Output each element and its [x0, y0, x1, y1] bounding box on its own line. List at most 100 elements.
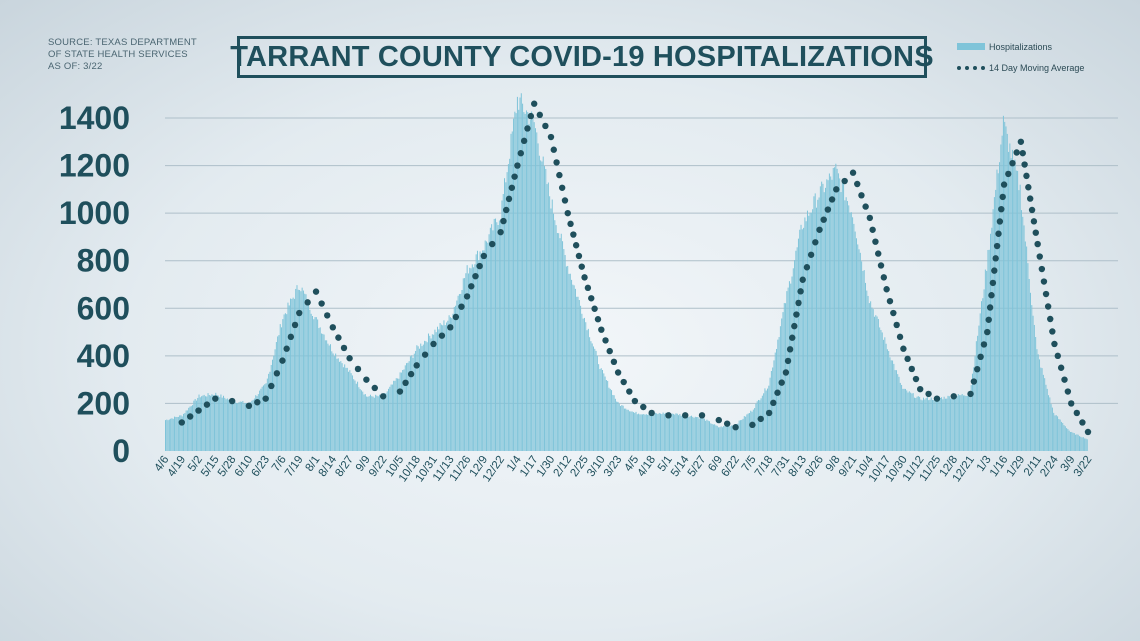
average-dot	[640, 403, 647, 411]
bar	[393, 380, 395, 451]
bar	[788, 281, 790, 451]
bar	[564, 255, 566, 451]
average-dot	[480, 252, 488, 260]
bar	[246, 403, 248, 451]
bar	[716, 425, 718, 451]
bar	[228, 399, 230, 451]
bar	[969, 394, 971, 451]
bar	[207, 393, 209, 451]
bar	[742, 418, 744, 451]
bar	[883, 339, 885, 451]
bar	[1045, 384, 1047, 451]
y-tick-0: 0	[112, 433, 130, 469]
bar	[1068, 430, 1070, 451]
average-dot	[1049, 328, 1056, 335]
average-dot	[1028, 206, 1036, 214]
average-dot	[472, 272, 479, 280]
x-tick-labels: 4/64/195/25/155/286/106/237/67/198/18/14…	[152, 453, 1094, 484]
bar	[408, 361, 410, 451]
bar	[819, 186, 821, 451]
bar	[885, 343, 887, 451]
bar	[310, 313, 312, 451]
bar	[1023, 225, 1025, 451]
average-dot	[869, 226, 876, 233]
bar	[1001, 135, 1003, 451]
bar	[589, 337, 591, 451]
bar	[848, 205, 850, 451]
bar	[790, 283, 792, 451]
bar	[685, 415, 687, 451]
y-tick-400: 400	[77, 338, 130, 374]
bar	[197, 397, 199, 451]
x-tick-1-17: 1/17	[518, 454, 541, 479]
bar	[892, 360, 894, 451]
bar	[225, 399, 227, 451]
bar	[283, 314, 285, 451]
bar	[986, 270, 988, 451]
bar	[987, 250, 989, 451]
bar	[409, 356, 411, 451]
average-dot	[578, 263, 585, 270]
bar	[362, 391, 364, 451]
average-dot	[999, 193, 1006, 201]
bar	[253, 398, 255, 451]
bar	[836, 168, 838, 452]
y-tick-labels: 0 200 400 600 800 1000 1200 1400	[59, 100, 130, 469]
bar	[662, 412, 664, 451]
bar	[264, 384, 266, 451]
bar	[1051, 407, 1053, 451]
bar	[330, 344, 332, 451]
bar	[323, 334, 325, 451]
bar	[688, 417, 690, 451]
bar	[729, 426, 731, 451]
bar	[623, 408, 625, 451]
bar	[444, 325, 446, 451]
bar	[755, 403, 757, 451]
bar	[732, 425, 734, 451]
bar	[434, 329, 436, 451]
bar	[984, 269, 986, 451]
bar	[367, 396, 369, 451]
bar	[333, 356, 335, 451]
bar	[823, 192, 825, 452]
bar	[332, 353, 334, 451]
average-dot	[1068, 400, 1075, 407]
bar	[957, 394, 959, 451]
bar	[1085, 438, 1087, 451]
average-dot	[228, 397, 236, 405]
bar	[194, 399, 196, 451]
average-dot	[998, 205, 1005, 213]
bar	[1057, 416, 1059, 451]
average-dot	[186, 413, 194, 420]
average-dot	[340, 344, 348, 352]
bar	[832, 167, 834, 452]
average-dot	[489, 240, 496, 248]
bar	[795, 250, 797, 451]
bar	[654, 412, 656, 451]
bar	[513, 118, 515, 451]
bar	[381, 396, 383, 451]
bar	[411, 355, 413, 451]
average-dot	[354, 365, 362, 373]
bar	[1063, 425, 1065, 451]
bar	[220, 394, 222, 451]
bar	[549, 196, 551, 451]
bar	[1062, 422, 1064, 451]
bar	[1033, 324, 1035, 451]
bar	[210, 395, 212, 451]
bar	[366, 396, 368, 451]
average-dot	[665, 412, 672, 419]
average-dot	[908, 365, 915, 373]
bar	[990, 233, 992, 451]
bar	[399, 372, 401, 451]
average-dot	[799, 276, 806, 283]
bar	[397, 378, 399, 451]
bar	[278, 335, 280, 451]
bar	[794, 260, 796, 451]
bar	[1015, 170, 1017, 452]
bar	[479, 251, 481, 451]
bar	[1032, 315, 1034, 451]
bar	[699, 416, 701, 451]
bar	[390, 384, 392, 451]
average-dot	[254, 399, 261, 406]
